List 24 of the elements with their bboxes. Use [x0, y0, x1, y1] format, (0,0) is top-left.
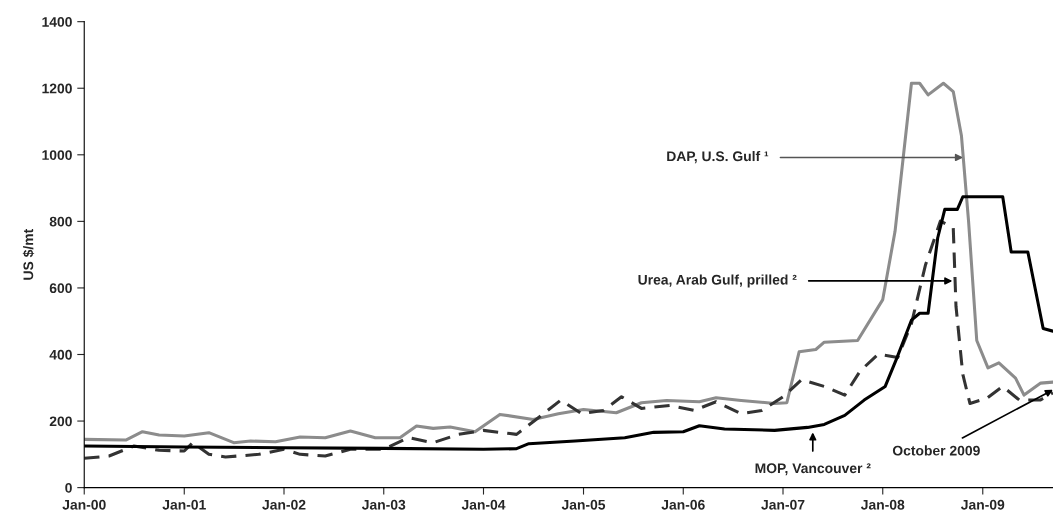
x-tick-label: Jan-02 — [262, 499, 306, 510]
y-tick-label: 1400 — [42, 17, 72, 27]
y-tick-label: 0 — [65, 482, 72, 493]
x-tick-label: Jan-01 — [162, 499, 206, 510]
y-tick-label: 800 — [49, 216, 72, 227]
x-tick-label: Jan-08 — [860, 499, 905, 510]
x-tick-label: Jan-03 — [361, 499, 406, 510]
y-tick-label: 1200 — [42, 83, 72, 94]
x-tick-label: Jan-07 — [761, 499, 805, 510]
line-series — [84, 81, 1053, 445]
x-tick-label: Jan-00 — [62, 499, 106, 510]
x-tick-label: Jan-04 — [461, 499, 506, 510]
y-tick-label: 600 — [49, 283, 72, 294]
y-tick-label: 400 — [49, 349, 72, 360]
y-tick-label: 200 — [49, 416, 72, 427]
annotation: Urea, Arab Gulf, prilled ² — [638, 274, 797, 288]
x-tick-label: Jan-09 — [960, 499, 1005, 510]
annotation: DAP, U.S. Gulf ¹ — [667, 150, 769, 164]
x-tick-label: Jan-06 — [661, 499, 705, 510]
annotation: October 2009 — [892, 445, 980, 456]
y-axis-title: US $/mt — [22, 228, 35, 280]
x-tick-label: Jan-05 — [561, 499, 606, 510]
y-tick-label: 1000 — [42, 150, 72, 160]
annotation: MOP, Vancouver ² — [755, 463, 871, 476]
